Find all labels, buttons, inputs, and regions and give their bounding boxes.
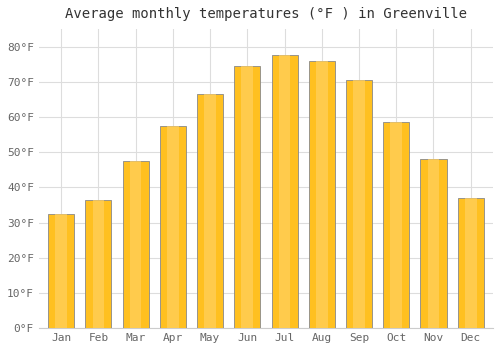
Bar bbox=[92, 200, 104, 328]
Bar bbox=[420, 159, 446, 328]
Bar bbox=[86, 200, 112, 328]
Bar bbox=[316, 61, 328, 328]
Bar bbox=[465, 198, 476, 328]
Bar bbox=[167, 126, 178, 328]
Bar bbox=[278, 55, 290, 328]
Bar bbox=[353, 80, 365, 328]
Bar bbox=[390, 122, 402, 328]
Bar bbox=[308, 61, 335, 328]
Title: Average monthly temperatures (°F ) in Greenville: Average monthly temperatures (°F ) in Gr… bbox=[65, 7, 467, 21]
Bar bbox=[346, 80, 372, 328]
Bar bbox=[458, 198, 483, 328]
Bar bbox=[122, 161, 148, 328]
Bar bbox=[56, 214, 67, 328]
Bar bbox=[130, 161, 141, 328]
Bar bbox=[197, 94, 223, 328]
Bar bbox=[428, 159, 440, 328]
Bar bbox=[48, 214, 74, 328]
Bar bbox=[204, 94, 216, 328]
Bar bbox=[234, 66, 260, 328]
Bar bbox=[383, 122, 409, 328]
Bar bbox=[272, 55, 297, 328]
Bar bbox=[160, 126, 186, 328]
Bar bbox=[242, 66, 253, 328]
